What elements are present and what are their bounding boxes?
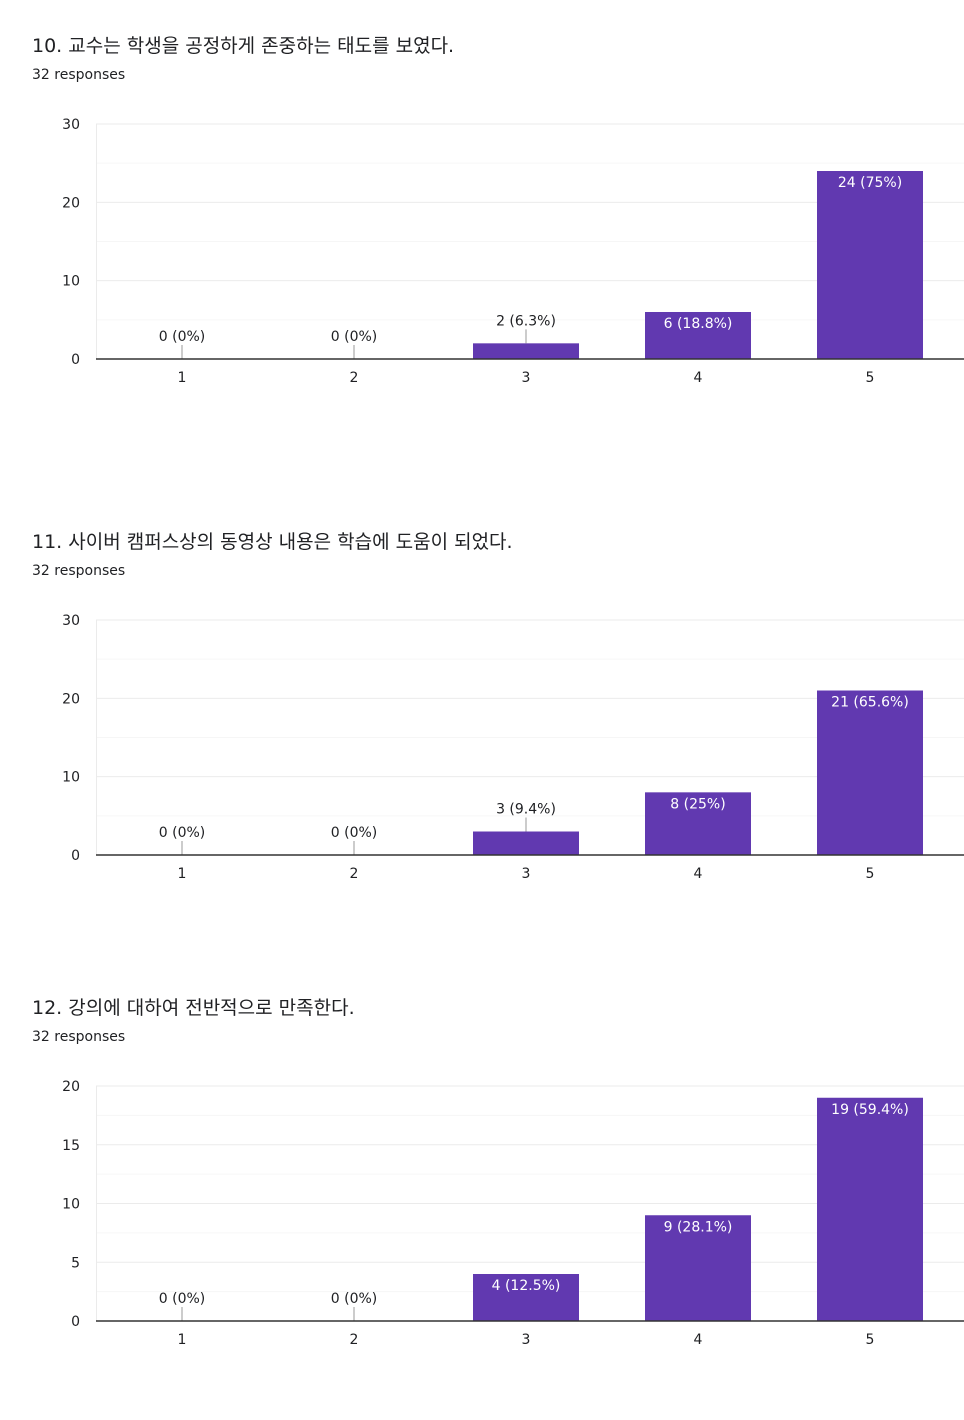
x-tick-label: 3: [522, 866, 531, 882]
data-label: 19 (59.4%): [831, 1102, 909, 1118]
bar: [645, 1215, 751, 1321]
x-tick-label: 3: [522, 1332, 531, 1348]
question-title: 12. 강의에 대하여 전반적으로 만족한다.: [32, 997, 355, 1019]
x-tick-label: 4: [694, 866, 703, 882]
x-tick-label: 1: [178, 866, 187, 882]
y-tick-label: 15: [62, 1138, 80, 1154]
bar: [817, 1097, 923, 1321]
bar: [473, 343, 579, 359]
data-label: 2 (6.3%): [496, 313, 556, 329]
x-tick-label: 1: [178, 370, 187, 386]
response-count: 32 responses: [32, 67, 126, 83]
y-tick-label: 10: [62, 770, 80, 786]
response-count: 32 responses: [32, 563, 126, 579]
question-block-12: 12. 강의에 대하여 전반적으로 만족한다. 32 responses: [0, 996, 964, 1396]
x-tick-label: 5: [866, 866, 875, 882]
data-label: 0 (0%): [159, 825, 206, 841]
x-tick-label: 5: [866, 370, 875, 386]
bar: [473, 831, 579, 855]
y-tick-label: 20: [62, 691, 80, 707]
x-tick-label: 1: [178, 1332, 187, 1348]
y-tick-label: 20: [62, 195, 80, 211]
data-label: 9 (28.1%): [664, 1219, 733, 1235]
y-tick-label: 20: [62, 1079, 80, 1095]
question-block-10: 10. 교수는 학생을 공정하게 존중하는 태도를 보였다. 32 respon…: [0, 34, 964, 434]
data-label: 8 (25%): [670, 796, 725, 812]
data-label: 3 (9.4%): [496, 802, 556, 818]
question-block-11: 11. 사이버 캠퍼스상의 동영상 내용은 학습에 도움이 되었다. 32 re…: [0, 530, 964, 930]
x-tick-label: 5: [866, 1332, 875, 1348]
data-label: 21 (65.6%): [831, 695, 909, 711]
x-tick-label: 2: [350, 866, 359, 882]
y-tick-label: 30: [62, 117, 80, 133]
data-label: 0 (0%): [159, 329, 206, 345]
x-tick-label: 3: [522, 370, 531, 386]
data-label: 6 (18.8%): [664, 316, 733, 332]
y-tick-label: 0: [71, 1314, 80, 1330]
x-tick-label: 2: [350, 370, 359, 386]
y-tick-label: 0: [71, 848, 80, 864]
data-label: 4 (12.5%): [492, 1278, 561, 1294]
x-tick-label: 4: [694, 1332, 703, 1348]
y-tick-label: 5: [71, 1255, 80, 1271]
x-tick-label: 2: [350, 1332, 359, 1348]
data-label: 0 (0%): [159, 1291, 206, 1307]
bar: [645, 312, 751, 359]
y-tick-label: 10: [62, 1197, 80, 1213]
data-label: 24 (75%): [838, 175, 902, 191]
bar-chart-q10: 0 10 20 30 0 (0%) 1 0 (0%) 2 2 (6.3%) 3 6 (18.8%) 4…: [62, 117, 964, 386]
data-label: 0 (0%): [331, 825, 378, 841]
y-tick-label: 30: [62, 613, 80, 629]
question-title: 11. 사이버 캠퍼스상의 동영상 내용은 학습에 도움이 되었다.: [32, 531, 513, 553]
bar: [473, 1274, 579, 1321]
response-count: 32 responses: [32, 1029, 126, 1045]
bar: [817, 171, 923, 359]
question-title: 10. 교수는 학생을 공정하게 존중하는 태도를 보였다.: [32, 35, 455, 57]
y-tick-label: 0: [71, 352, 80, 368]
bar-chart-q12: 0 5 10 15 20 0 (0%) 1 0 (0%) 2 4 (12.5%) 3 9 (28.1%…: [62, 1079, 964, 1348]
x-tick-label: 4: [694, 370, 703, 386]
bar: [817, 690, 923, 855]
bar-chart-q11: 0 10 20 30 0 (0%) 1 0 (0%) 2 3 (9.4%) 3 8 (25%) 4 21…: [62, 613, 964, 882]
data-label: 0 (0%): [331, 329, 378, 345]
data-label: 0 (0%): [331, 1291, 378, 1307]
bar: [645, 792, 751, 855]
y-tick-label: 10: [62, 274, 80, 290]
